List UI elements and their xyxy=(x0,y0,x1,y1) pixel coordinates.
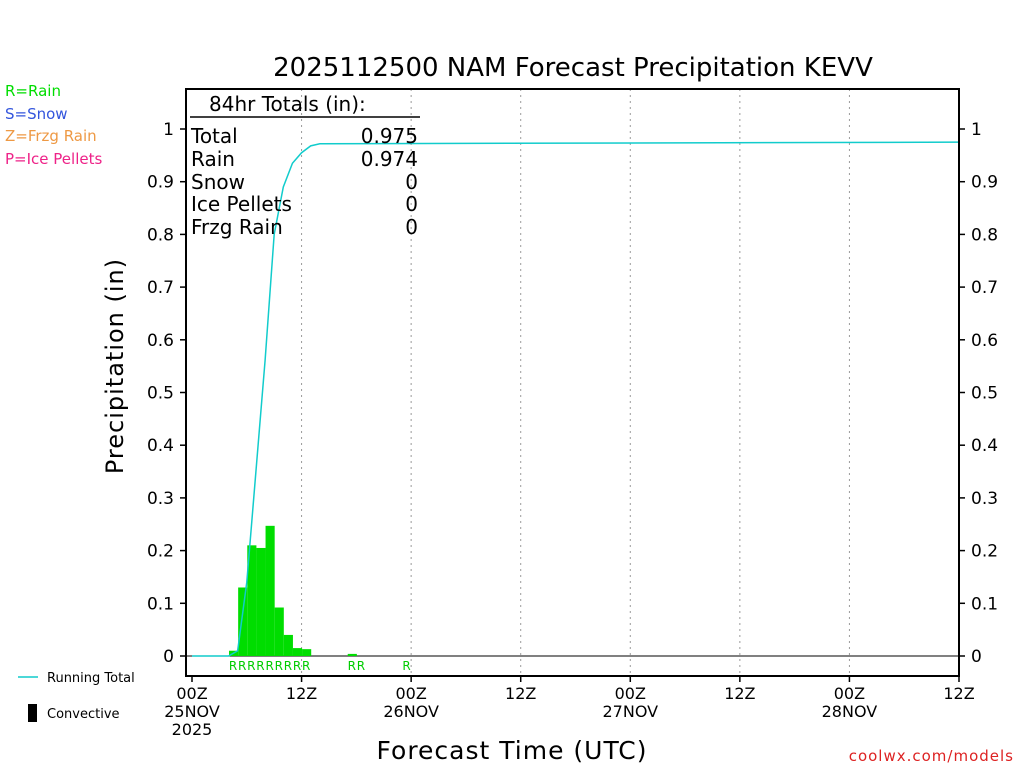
totals-value-rain: 0.974 xyxy=(361,147,418,171)
precip-bar xyxy=(247,545,257,656)
x-tick-label: 26NOV xyxy=(383,702,439,721)
precip-type-label: R xyxy=(302,659,310,673)
legend-running-total: Running Total xyxy=(47,671,135,686)
y-tick-label-right: 0.5 xyxy=(971,384,998,404)
x-tick-label: 28NOV xyxy=(822,702,878,721)
totals-label-snow: Snow xyxy=(191,170,245,194)
precip-type-label: R xyxy=(293,659,301,673)
plot-frame xyxy=(185,88,960,677)
legend-ice-pellets: P=Ice Pellets xyxy=(5,150,102,168)
y-axis-label: Precipitation (in) xyxy=(101,258,129,474)
y-tick-label-left: 0.1 xyxy=(147,594,174,614)
y-tick-label-right: 0.2 xyxy=(971,542,998,562)
legend-convective: Convective xyxy=(47,707,120,722)
y-tick-label-left: 0 xyxy=(163,647,174,667)
totals-value-ice-pellets: 0 xyxy=(405,192,418,216)
y-tick-label-right: 0.7 xyxy=(971,278,998,298)
precip-type-label: R xyxy=(256,659,264,673)
y-tick-label-right: 0.3 xyxy=(971,489,998,509)
precip-type-label: R xyxy=(247,659,255,673)
y-tick-label-left: 1 xyxy=(163,120,174,140)
y-tick-label-left: 0.3 xyxy=(147,489,174,509)
x-tick-label: 12Z xyxy=(943,684,974,703)
y-tick-label-left: 0.8 xyxy=(147,225,174,245)
totals-value-total: 0.975 xyxy=(361,124,418,148)
totals-box: 84hr Totals (in): Total 0.975 Rain 0.974… xyxy=(190,92,420,239)
precip-bar xyxy=(302,649,312,656)
x-tick-label: 25NOV xyxy=(164,702,220,721)
y-tick-label-left: 0.6 xyxy=(147,331,174,351)
x-tick-label: 12Z xyxy=(505,684,536,703)
totals-label-total: Total xyxy=(190,124,238,148)
precip-type-label: R xyxy=(348,659,356,673)
precip-type-label: R xyxy=(275,659,283,673)
y-tick-label-right: 0.1 xyxy=(971,594,998,614)
precip-type-label: R xyxy=(402,659,410,673)
y-tick-label-right: 0.9 xyxy=(971,173,998,193)
series-legend: Running Total Convective xyxy=(18,671,135,722)
x-tick-label: 12Z xyxy=(286,684,317,703)
y-tick-label-right: 0 xyxy=(971,647,982,667)
totals-label-frzg-rain: Frzg Rain xyxy=(191,215,283,239)
precip-type-label: R xyxy=(229,659,237,673)
totals-header: 84hr Totals (in): xyxy=(209,92,366,116)
precip-bar xyxy=(265,525,275,656)
y-tick-label-left: 0.2 xyxy=(147,542,174,562)
precip-bar xyxy=(283,634,293,656)
precip-bar xyxy=(256,547,266,656)
y-tick-label-right: 0.4 xyxy=(971,436,998,456)
x-tick-label: 00Z xyxy=(395,684,426,703)
x-axis-label: Forecast Time (UTC) xyxy=(377,736,648,765)
site-credit: coolwx.com/models xyxy=(849,747,1014,765)
running-total-group xyxy=(192,141,960,657)
x-tick-label: 27NOV xyxy=(602,702,658,721)
legend-snow: S=Snow xyxy=(5,105,68,123)
precip-bar xyxy=(347,653,357,656)
running-total-line xyxy=(192,141,960,657)
y-tick-label-left: 0.9 xyxy=(147,173,174,193)
legend-frzg-rain: Z=Frzg Rain xyxy=(5,127,97,145)
x-tick-label: 00Z xyxy=(615,684,646,703)
y-axis-ticks: 0 00.1 0.10.2 0.20.3 0.30.4 0.40.5 0.50.6 0.60.… xyxy=(147,120,998,667)
precip-type-legend: R=Rain S=Snow Z=Frzg Rain P=Ice Pellets xyxy=(5,82,102,168)
totals-value-snow: 0 xyxy=(405,170,418,194)
totals-label-rain: Rain xyxy=(191,147,235,171)
convective-swatch xyxy=(28,704,37,722)
precip-bar xyxy=(238,587,248,656)
y-tick-label-left: 0.5 xyxy=(147,384,174,404)
legend-rain: R=Rain xyxy=(5,82,61,100)
precip-type-label: R xyxy=(238,659,246,673)
precip-type-label: R xyxy=(265,659,273,673)
precip-type-label: R xyxy=(357,659,365,673)
y-tick-label-right: 1 xyxy=(971,120,982,140)
totals-value-frzg-rain: 0 xyxy=(405,215,418,239)
y-tick-label-right: 0.6 xyxy=(971,331,998,351)
x-tick-label: 00Z xyxy=(834,684,865,703)
chart-title: 2025112500 NAM Forecast Precipitation KE… xyxy=(273,53,873,83)
y-tick-label-right: 0.8 xyxy=(971,225,998,245)
precip-bar xyxy=(292,648,303,656)
y-tick-label-left: 0.7 xyxy=(147,278,174,298)
y-tick-label-left: 0.4 xyxy=(147,436,174,456)
x-tick-label: 00Z xyxy=(176,684,207,703)
x-tick-label: 12Z xyxy=(724,684,755,703)
precip-bar xyxy=(274,607,284,656)
precip-type-label: R xyxy=(284,659,292,673)
x-tick-label: 2025 xyxy=(172,720,213,739)
totals-label-ice-pellets: Ice Pellets xyxy=(191,192,292,216)
gridlines xyxy=(186,89,959,676)
bars-group xyxy=(229,525,357,656)
